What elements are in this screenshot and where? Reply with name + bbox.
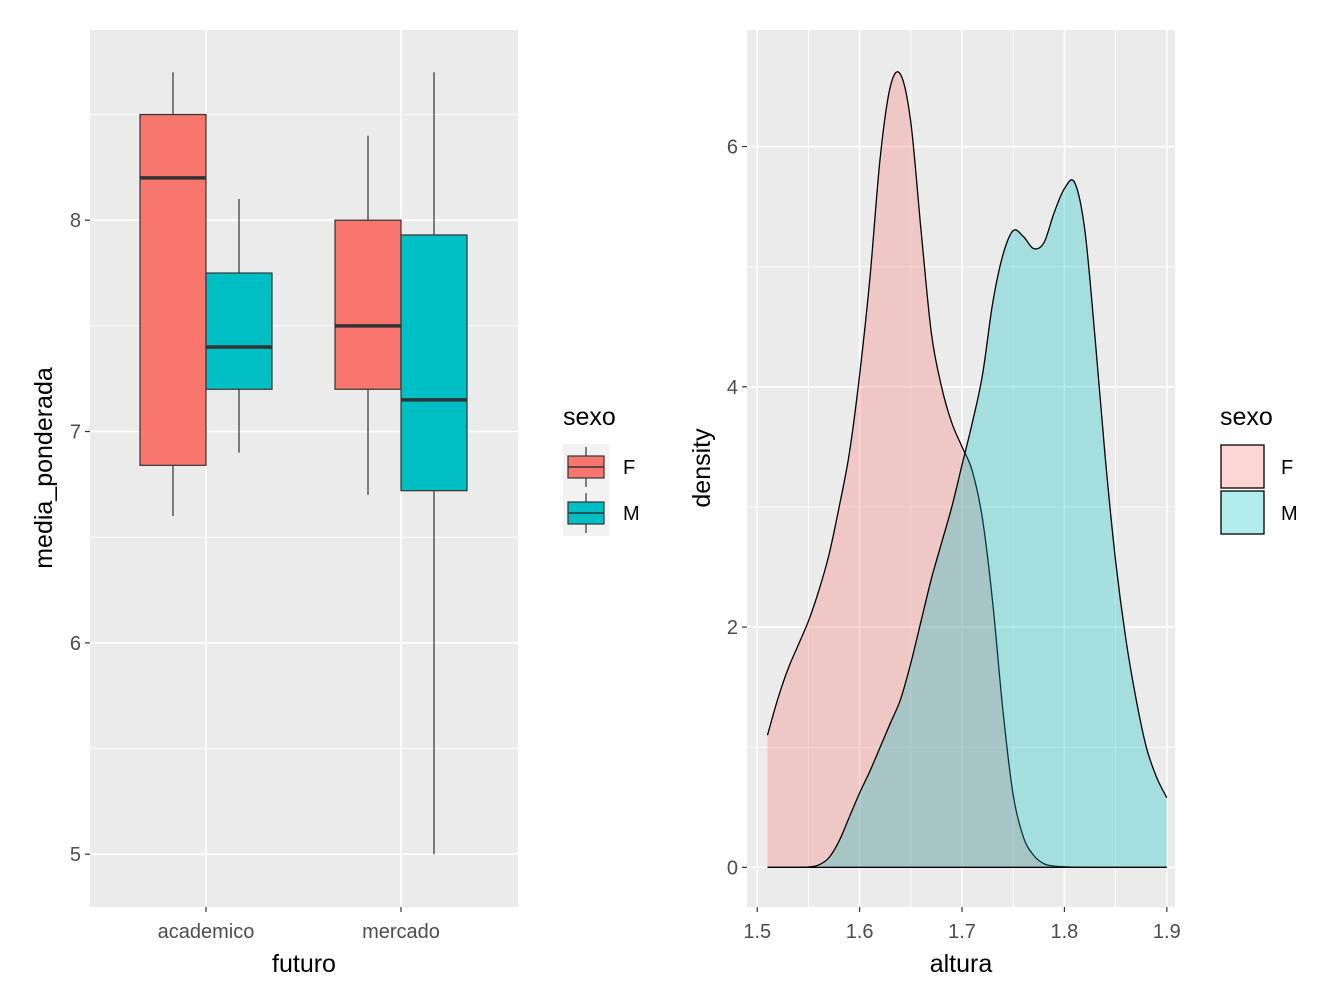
boxplot-box-M-mercado xyxy=(400,72,468,855)
density-legend-keys: FM xyxy=(1220,444,1298,535)
density-x-tick-label: 1.6 xyxy=(846,921,874,943)
boxplot-legend-key-M: M xyxy=(563,490,640,536)
boxplot-y-tick-label: 6 xyxy=(70,633,81,655)
density-legend-label: M xyxy=(1281,503,1298,525)
density-legend-label: F xyxy=(1281,457,1293,479)
boxplot-boxes xyxy=(139,72,468,855)
boxplot-tick-labels: 5 6 7 8 academico mercado xyxy=(70,210,440,943)
density-area-fill xyxy=(767,179,1167,868)
boxplot-box-M-academico xyxy=(205,199,273,453)
density-y-axis-title: density xyxy=(688,428,716,508)
boxplot-box-F-academico xyxy=(139,72,207,517)
density-legend-key-swatch xyxy=(1220,490,1265,535)
boxplot-x-axis-title: futuro xyxy=(272,950,336,978)
boxplot-legend: sexo FM xyxy=(563,403,640,536)
density-areas xyxy=(766,71,1168,869)
density-area-fill xyxy=(767,71,1167,868)
boxplot-box-F-mercado xyxy=(334,135,402,495)
density-y-tick-label: 0 xyxy=(727,857,738,879)
boxplot-x-tick-label: academico xyxy=(158,921,255,943)
density-x-axis-title: altura xyxy=(930,950,993,978)
density-x-tick-label: 1.9 xyxy=(1153,921,1181,943)
boxplot-y-tick-label: 7 xyxy=(70,422,81,444)
boxplot-y-tick-label: 8 xyxy=(70,210,81,232)
density-legend-key-swatch xyxy=(1220,444,1265,489)
density-y-tick-label: 6 xyxy=(727,137,738,159)
density-legend-key-F: F xyxy=(1220,444,1293,489)
boxplot-y-tick-label: 5 xyxy=(70,844,81,866)
boxplot-box-body xyxy=(400,234,468,492)
boxplot-x-tick-label: mercado xyxy=(362,921,440,943)
boxplot-legend-label: M xyxy=(623,503,640,525)
density-y-tick-label: 4 xyxy=(727,377,738,399)
density-x-tick-label: 1.5 xyxy=(743,921,771,943)
density-x-tick-label: 1.7 xyxy=(948,921,976,943)
boxplot-legend-keys: FM xyxy=(563,444,640,536)
density-x-tick-label: 1.8 xyxy=(1051,921,1079,943)
boxplot-box-body xyxy=(139,113,207,466)
boxplot-legend-title: sexo xyxy=(563,403,616,431)
density-legend-key-M: M xyxy=(1220,490,1298,535)
boxplot-panel: 5 6 7 8 academico mercado futuro media_ponder… xyxy=(30,30,640,978)
boxplot-box-body xyxy=(205,272,273,390)
boxplot-box-body xyxy=(334,219,402,390)
boxplot-y-axis-title: media_ponderada xyxy=(30,367,58,569)
boxplot-legend-key-F: F xyxy=(563,444,635,490)
boxplot-legend-label: F xyxy=(623,457,635,479)
density-curve xyxy=(767,179,1168,869)
density-y-tick-label: 2 xyxy=(727,617,738,639)
density-series-M xyxy=(767,179,1168,869)
density-tick-labels: 1.5 1.6 1.7 1.8 1.9 0 2 4 6 xyxy=(727,137,1181,943)
density-legend: sexo FM xyxy=(1220,403,1298,535)
density-legend-title: sexo xyxy=(1220,403,1273,431)
